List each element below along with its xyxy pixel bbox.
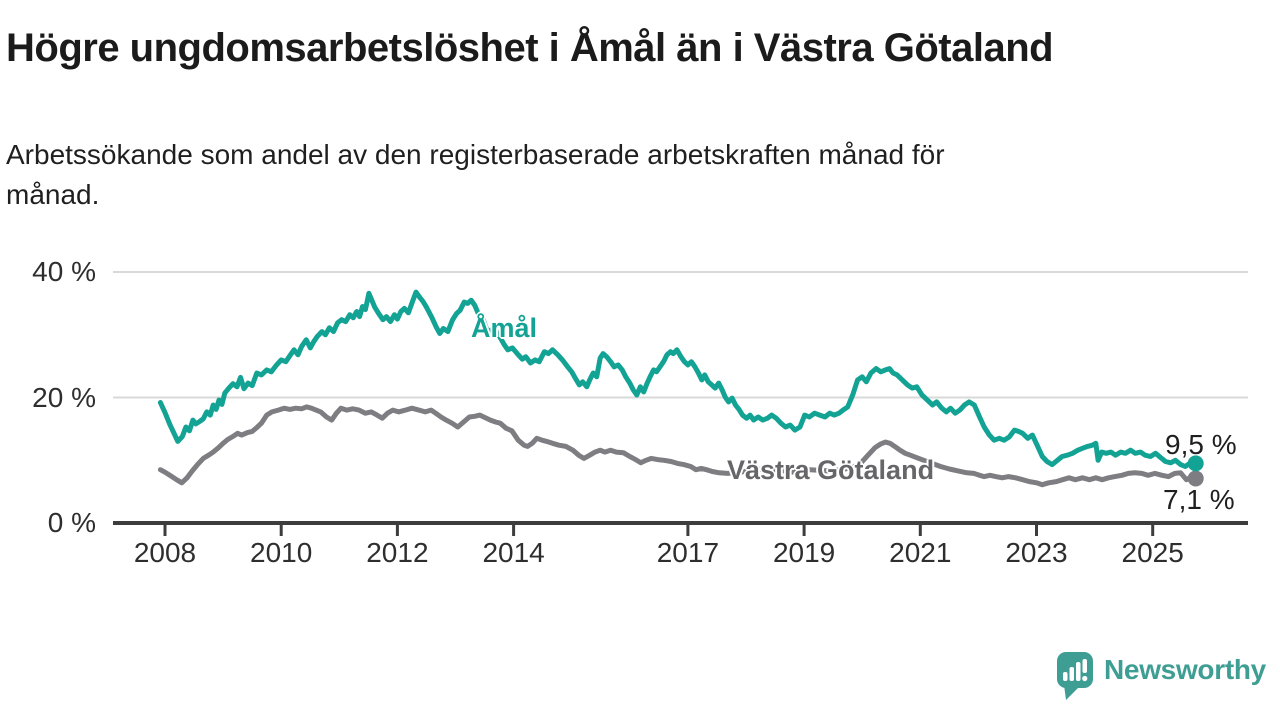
y-tick-label: 0 %	[47, 507, 96, 538]
x-tick-label: 2019	[772, 537, 836, 568]
series-end-dot	[1187, 470, 1204, 487]
newsworthy-logo-text: Newsworthy	[1104, 654, 1266, 685]
newsworthy-logo: Newsworthy	[1056, 651, 1266, 703]
chart-subtitle-line1: Arbetssökande som andel av den registerb…	[6, 139, 945, 170]
chart-title: Högre ungdomsarbetslöshet i Åmål än i Vä…	[6, 26, 1054, 70]
chart-subtitle-line2: månad.	[6, 179, 100, 210]
y-tick-label: 20 %	[32, 381, 96, 413]
x-tick-label: 2023	[1005, 537, 1068, 568]
series-line-v-stra-g-taland	[157, 404, 1199, 488]
series-label-vastra-gotaland: Västra Götaland	[727, 455, 935, 485]
end-value-label-amal: 9,5 %	[1165, 429, 1237, 460]
series-label-amal: Åmål	[471, 313, 538, 343]
newsworthy-logo-icon	[1057, 652, 1093, 700]
x-tick-label: 2012	[366, 537, 429, 568]
y-tick-label: 40 %	[32, 256, 96, 287]
x-tick-label: 2008	[133, 537, 197, 568]
end-value-label-vastra-gotaland: 7,1 %	[1163, 484, 1235, 515]
x-tick-label: 2017	[656, 537, 720, 568]
series-line--m-l	[157, 289, 1199, 469]
series-end-dot	[1187, 455, 1204, 472]
x-tick-label: 2010	[250, 537, 313, 568]
x-tick-label: 2014	[482, 537, 545, 568]
x-tick-label: 2021	[889, 537, 952, 568]
x-tick-label: 2025	[1121, 537, 1184, 568]
